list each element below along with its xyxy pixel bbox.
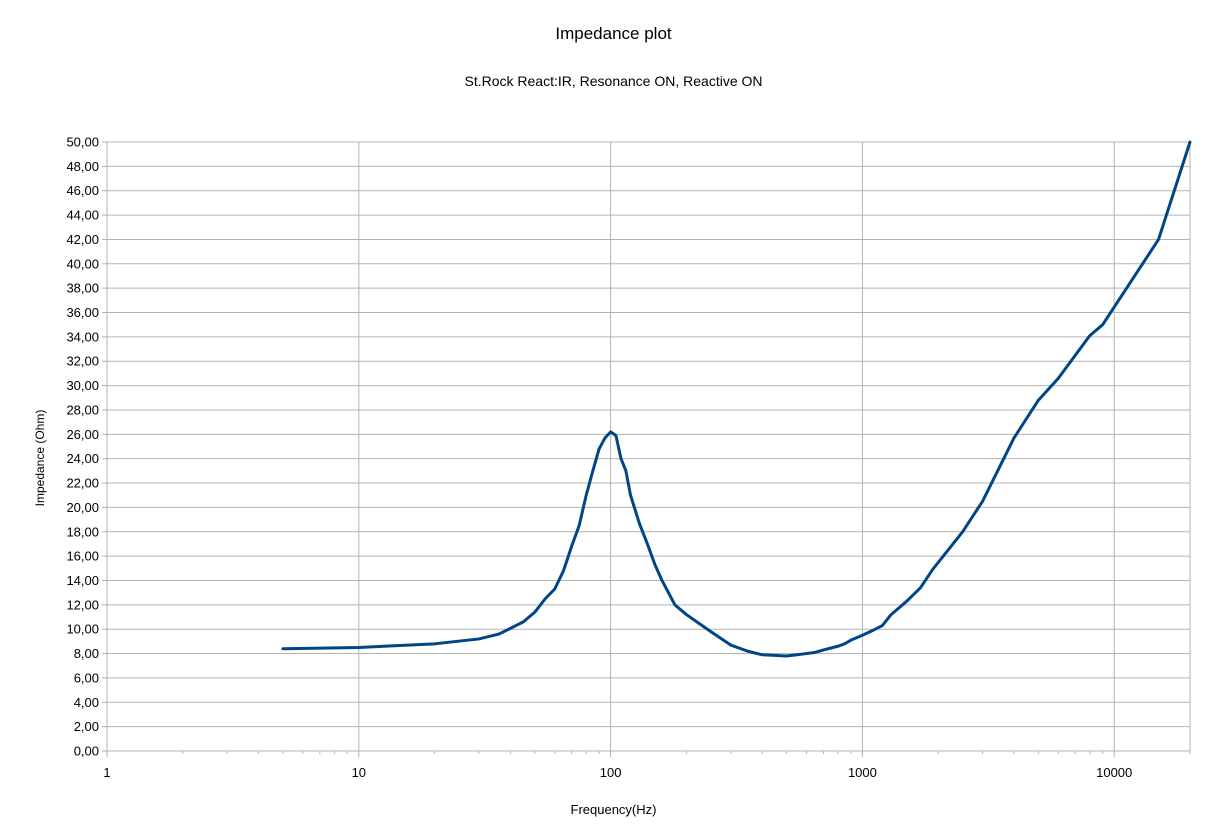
chart-title: Impedance plot: [555, 24, 672, 43]
y-tick-label: 8,00: [74, 646, 99, 661]
y-tick-label: 32,00: [66, 354, 99, 369]
x-tick-label: 1: [103, 765, 110, 780]
y-tick-label: 18,00: [66, 524, 99, 539]
y-tick-label: 48,00: [66, 159, 99, 174]
y-tick-label: 24,00: [66, 451, 99, 466]
y-tick-label: 38,00: [66, 281, 99, 296]
y-tick-label: 50,00: [66, 135, 99, 150]
y-tick-label: 2,00: [74, 719, 99, 734]
x-tick-label: 10000: [1096, 765, 1132, 780]
x-tick-label: 100: [600, 765, 622, 780]
y-tick-label: 42,00: [66, 232, 99, 247]
tick-labels: 0,00 2,00 4,00 6,00 8,00 10,00 12,00 14,00 16,00…: [66, 135, 1132, 781]
y-tick-label: 28,00: [66, 402, 99, 417]
y-tick-label: 14,00: [66, 573, 99, 588]
x-tick-label: 10: [352, 765, 366, 780]
y-tick-label: 26,00: [66, 427, 99, 442]
y-tick-label: 22,00: [66, 476, 99, 491]
y-tick-label: 44,00: [66, 208, 99, 223]
gridlines: [106, 141, 1191, 752]
x-axis-label: Frequency(Hz): [570, 802, 657, 817]
y-tick-label: 36,00: [66, 305, 99, 320]
y-tick-label: 46,00: [66, 183, 99, 198]
y-tick-label: 10,00: [66, 622, 99, 637]
axes: [102, 141, 1191, 757]
impedance-line: [281, 140, 1192, 658]
y-tick-label: 40,00: [66, 256, 99, 271]
series-group: [281, 140, 1192, 658]
y-tick-label: 6,00: [74, 670, 99, 685]
y-tick-label: 16,00: [66, 549, 99, 564]
y-tick-label: 12,00: [66, 597, 99, 612]
y-tick-label: 4,00: [74, 695, 99, 710]
y-tick-label: 30,00: [66, 378, 99, 393]
y-tick-label: 0,00: [74, 744, 99, 759]
x-tick-label: 1000: [848, 765, 877, 780]
y-tick-label: 20,00: [66, 500, 99, 515]
y-tick-label: 34,00: [66, 329, 99, 344]
chart-subtitle: St.Rock React:IR, Resonance ON, Reactive…: [464, 73, 763, 89]
